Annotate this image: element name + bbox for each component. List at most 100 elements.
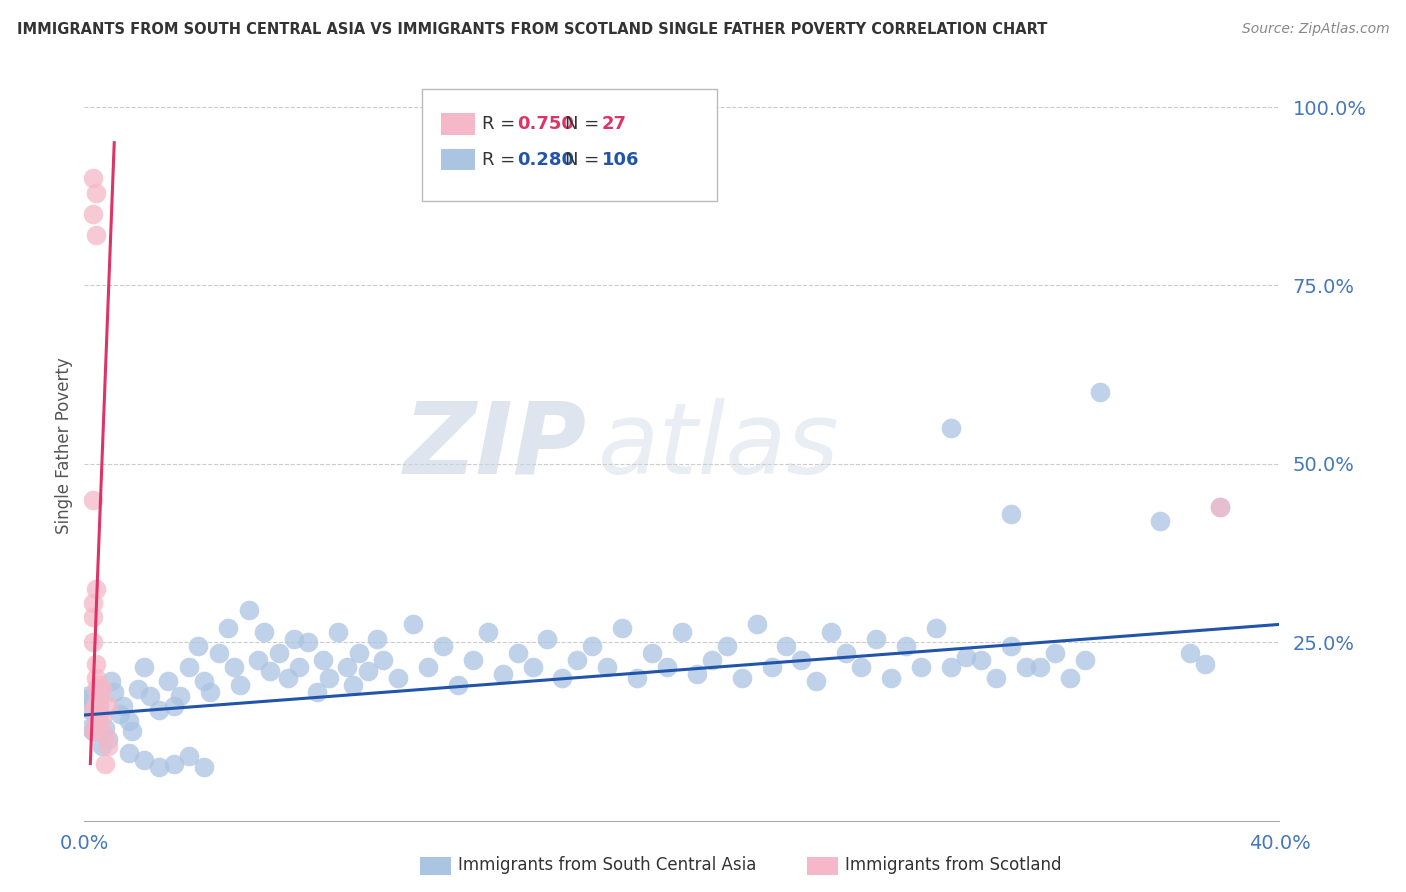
Text: IMMIGRANTS FROM SOUTH CENTRAL ASIA VS IMMIGRANTS FROM SCOTLAND SINGLE FATHER POV: IMMIGRANTS FROM SOUTH CENTRAL ASIA VS IM… — [17, 22, 1047, 37]
Point — [86, 657, 108, 671]
Point — [820, 624, 842, 639]
Point — [551, 671, 574, 685]
Y-axis label: Single Father Poverty: Single Father Poverty — [55, 358, 73, 534]
Point — [94, 721, 117, 735]
Point — [318, 671, 340, 685]
Point — [89, 721, 111, 735]
Text: Source: ZipAtlas.com: Source: ZipAtlas.com — [1241, 22, 1389, 37]
Point — [671, 624, 693, 639]
Point — [253, 624, 276, 639]
Point — [612, 621, 634, 635]
Text: R =: R = — [482, 115, 522, 133]
Point — [89, 699, 111, 714]
Point — [86, 696, 108, 710]
Point — [596, 660, 619, 674]
Point — [163, 756, 186, 771]
Point — [373, 653, 395, 667]
Point — [984, 671, 1007, 685]
Text: Immigrants from South Central Asia: Immigrants from South Central Asia — [458, 856, 756, 874]
Point — [193, 760, 215, 774]
Point — [1014, 660, 1036, 674]
Point — [82, 596, 104, 610]
Point — [1178, 646, 1201, 660]
Point — [731, 671, 754, 685]
Point — [198, 685, 221, 699]
Point — [148, 760, 170, 774]
Text: Immigrants from Scotland: Immigrants from Scotland — [845, 856, 1062, 874]
Point — [835, 646, 858, 660]
Point — [86, 710, 108, 724]
Point — [97, 739, 120, 753]
Point — [761, 660, 783, 674]
Point — [567, 653, 589, 667]
Point — [86, 681, 108, 696]
Point — [267, 646, 290, 660]
Point — [82, 724, 104, 739]
Point — [536, 632, 558, 646]
Point — [238, 603, 260, 617]
Point — [82, 703, 104, 717]
Point — [307, 685, 329, 699]
Point — [100, 674, 122, 689]
Text: 0.750: 0.750 — [517, 115, 574, 133]
Point — [103, 685, 125, 699]
Point — [157, 674, 180, 689]
Point — [76, 692, 98, 706]
Point — [806, 674, 828, 689]
Point — [217, 621, 239, 635]
Point — [1029, 660, 1052, 674]
Text: 0.280: 0.280 — [517, 151, 575, 169]
Point — [76, 689, 98, 703]
Point — [655, 660, 678, 674]
Point — [1194, 657, 1216, 671]
Point — [208, 646, 231, 660]
Point — [86, 186, 108, 200]
Point — [357, 664, 380, 678]
Point — [1090, 385, 1112, 400]
Point — [312, 653, 335, 667]
Point — [349, 646, 371, 660]
Point — [492, 667, 515, 681]
Point — [228, 678, 252, 692]
Point — [1209, 500, 1232, 514]
Point — [82, 492, 104, 507]
Point — [79, 721, 101, 735]
Point — [790, 653, 813, 667]
Point — [1045, 646, 1067, 660]
Point — [288, 660, 311, 674]
Point — [91, 739, 114, 753]
Point — [89, 678, 111, 692]
Point — [89, 706, 111, 721]
Point — [187, 639, 209, 653]
Point — [1059, 671, 1081, 685]
Point — [121, 724, 143, 739]
Point — [89, 692, 111, 706]
Point — [82, 724, 104, 739]
Point — [297, 635, 319, 649]
Point — [246, 653, 269, 667]
Point — [925, 621, 948, 635]
Point — [132, 753, 156, 767]
Point — [132, 660, 156, 674]
Point — [177, 749, 200, 764]
Point — [222, 660, 245, 674]
Point — [91, 710, 114, 724]
Point — [86, 714, 108, 728]
Point — [366, 632, 388, 646]
Point — [112, 699, 135, 714]
Point — [522, 660, 544, 674]
Point — [82, 207, 104, 221]
Point — [686, 667, 709, 681]
Point — [775, 639, 797, 653]
Point — [506, 646, 529, 660]
Point — [97, 699, 120, 714]
Text: 27: 27 — [602, 115, 627, 133]
Point — [97, 731, 120, 746]
Point — [416, 660, 439, 674]
Point — [163, 699, 186, 714]
Text: N =: N = — [565, 151, 605, 169]
Point — [1000, 639, 1022, 653]
Point — [745, 617, 768, 632]
Point — [127, 681, 149, 696]
Point — [402, 617, 425, 632]
